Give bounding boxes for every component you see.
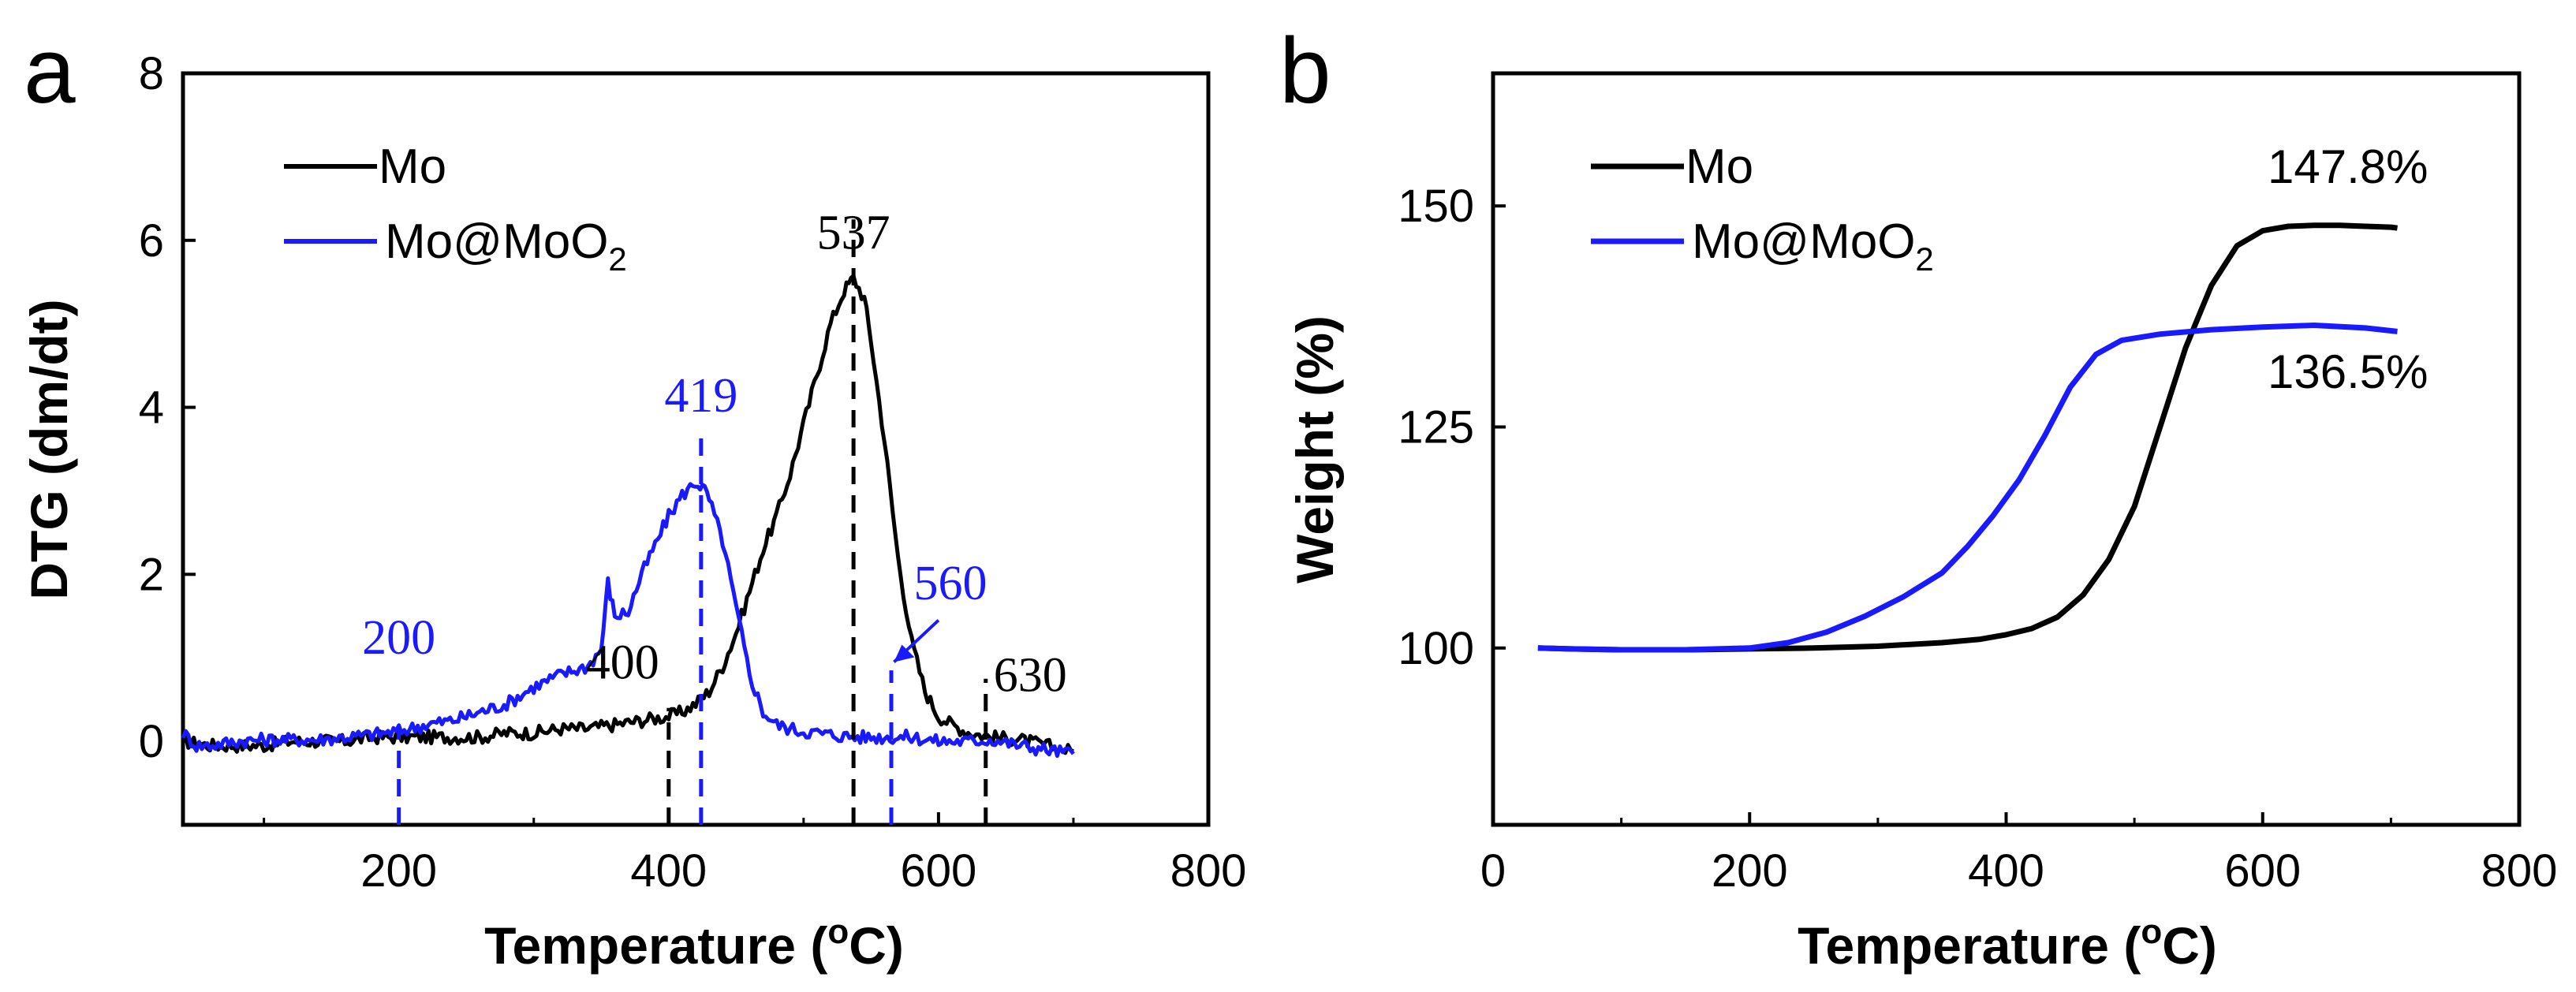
- panel-b-x-tick-label: 800: [2481, 845, 2558, 897]
- panel-b-y-tick-label: 125: [1398, 401, 1474, 453]
- panel-a-x-tick-label: 200: [360, 845, 437, 897]
- panel-a-series-line-momoo2: [181, 482, 1075, 759]
- panel-b: b 0 200 400 600 800 100 125 150 Temperature (oC…: [1279, 19, 2557, 975]
- panel-b-x-axis-label-unit: C): [2162, 916, 2217, 975]
- panel-a-legend-label-momoo2: Mo@MoO2: [385, 214, 627, 278]
- panel-a-series: [181, 274, 1075, 759]
- panel-b-legend-label-momoo2-main: Mo@MoO: [1692, 214, 1915, 269]
- panel-a-y-tick-label: 2: [139, 549, 164, 600]
- panel-b-annotation-momoo2-final: 136.5%: [2268, 345, 2429, 398]
- panel-b-legend: Mo Mo@MoO2: [1591, 140, 1934, 278]
- panel-a-x-tick-label: 800: [1170, 845, 1247, 897]
- panel-b-x-tick-label: 600: [2224, 845, 2301, 897]
- panel-b-x-axis-label-main: Temperature (: [1798, 916, 2141, 975]
- panel-b-legend-label-momoo2-sub: 2: [1915, 241, 1933, 278]
- panel-a-y-tick-label: 8: [139, 48, 164, 99]
- panel-b-y-tick-label: 100: [1398, 623, 1474, 674]
- panel-b-x-tick-label: 0: [1480, 845, 1506, 897]
- panel-a-legend: Mo Mo@MoO2: [284, 140, 627, 278]
- panel-a-annotations: 537 400 630 200 419 560: [362, 206, 1067, 825]
- panel-b-ticks: 0 200 400 600 800 100 125 150: [1398, 181, 2557, 897]
- panel-a-x-axis-label-main: Temperature (: [484, 916, 827, 975]
- panel-a-series-line-mo: [183, 274, 1074, 757]
- panel-a-annotation-arrow-head: [894, 644, 915, 662]
- panel-a-x-axis-label: Temperature (oC): [484, 912, 904, 975]
- panel-b-x-tick-label: 200: [1712, 845, 1788, 897]
- panel-a: a 200 400 600 800 0 2 4 6 8 537 400 630 200 419 560 T…: [20, 19, 1246, 975]
- panel-a-legend-label-momoo2-main: Mo@MoO: [385, 214, 608, 269]
- panel-b-y-axis-label: Weight (%): [1286, 315, 1344, 584]
- panel-b-x-tick-label: 400: [1968, 845, 2044, 897]
- panel-a-annotation-label-419: 419: [664, 369, 737, 423]
- panel-a-annotation-label-537: 537: [817, 206, 890, 259]
- panel-b-x-axis-label-degree: o: [2141, 912, 2162, 951]
- panel-a-label: a: [24, 19, 76, 123]
- panel-b-series-line-momoo2: [1537, 323, 2398, 653]
- panel-b-label: b: [1279, 19, 1331, 123]
- panel-a-y-tick-label: 6: [139, 215, 164, 267]
- panel-a-legend-label-mo: Mo: [379, 140, 446, 194]
- panel-a-y-tick-label: 0: [139, 716, 164, 767]
- panel-a-plot-frame: [181, 71, 1211, 827]
- panel-b-legend-label-mo: Mo: [1686, 140, 1753, 194]
- panel-a-annotation-label-400: 400: [586, 636, 659, 690]
- panel-b-series: [1537, 222, 2398, 653]
- panel-b-y-tick-label: 150: [1398, 181, 1474, 232]
- panel-a-y-tick-label: 4: [139, 382, 164, 434]
- panel-a-legend-label-momoo2-sub: 2: [608, 241, 626, 278]
- panel-a-ticks: 200 400 600 800 0 2 4 6 8: [139, 48, 1247, 897]
- panel-a-x-tick-label: 400: [630, 845, 707, 897]
- panel-b-x-axis-label: Temperature (oC): [1798, 912, 2217, 975]
- panel-a-y-axis-label: DTG (dm/dt): [20, 299, 78, 599]
- panel-a-x-axis-label-degree: o: [827, 912, 849, 951]
- panel-a-annotation-label-200: 200: [362, 611, 435, 665]
- panel-b-legend-label-momoo2: Mo@MoO2: [1692, 214, 1934, 278]
- panel-a-x-axis-label-unit: C): [849, 916, 904, 975]
- panel-b-annotation-mo-final: 147.8%: [2268, 140, 2429, 193]
- panel-a-x-tick-label: 600: [901, 845, 977, 897]
- panel-a-annotation-label-560: 560: [914, 557, 987, 610]
- panel-a-annotation-label-630: 630: [994, 649, 1067, 703]
